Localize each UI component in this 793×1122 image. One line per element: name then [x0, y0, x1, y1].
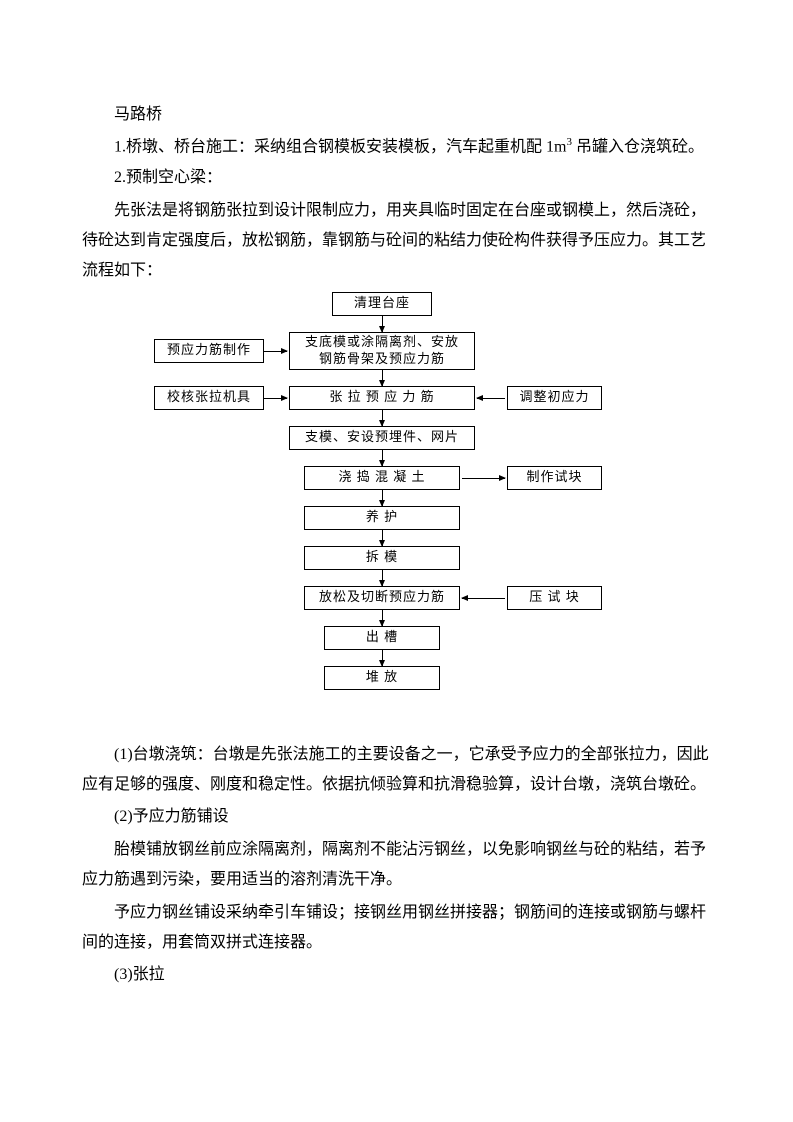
para-1-wrap: 1.桥墩、桥台施工：采纳组合钢模板安装模板，汽车起重机配 1m3 吊罐入仓浇筑砼…: [82, 132, 711, 163]
node-pour: 浇 捣 混 凝 土: [304, 466, 460, 490]
arrow-2-3: [382, 370, 383, 386]
flowchart: 清理台座 预应力筋制作 支底模或涂隔离剂、安放 钢筋骨架及预应力筋 校核张拉机具…: [82, 292, 711, 732]
para-6: 胎模铺放钢丝前应涂隔离剂，隔离剂不能沾污钢丝，以免影响钢丝与砼的粘结，若予应力筋…: [82, 835, 711, 896]
node-formwork: 支底模或涂隔离剂、安放 钢筋骨架及预应力筋: [289, 332, 475, 370]
arrow-7-8: [382, 570, 383, 586]
node-prestress-make: 预应力筋制作: [154, 339, 264, 363]
arrow-right-8: [462, 598, 505, 599]
para-1-tail: 吊罐入仓浇筑砼。: [572, 139, 704, 156]
para-2: 2.预制空心梁：: [82, 163, 711, 193]
node-stack: 堆 放: [324, 666, 440, 690]
para-8: (3)张拉: [82, 960, 711, 990]
arrow-1-2: [382, 316, 383, 332]
arrow-left-2: [264, 351, 287, 352]
para-3: 先张法是将钢筋张拉到设计限制应力，用夹具临时固定在台座或钢模上，然后浇砼，待砼达…: [82, 196, 711, 287]
arrow-right-5: [462, 478, 505, 479]
para-1: 1.桥墩、桥台施工：采纳组合钢模板安装模板，汽车起重机配 1m: [114, 139, 566, 156]
node-embed: 支模、安设预埋件、网片: [289, 426, 475, 450]
node-press-test: 压 试 块: [507, 586, 602, 610]
arrow-9-10: [382, 650, 383, 666]
arrow-left-3: [264, 398, 287, 399]
node-check-jack: 校核张拉机具: [154, 386, 264, 410]
arrow-5-6: [382, 490, 383, 506]
para-5: (2)予应力筋铺设: [82, 802, 711, 832]
para-7: 予应力钢丝铺设采纳牵引车铺设；接钢丝用钢丝拼接器；钢筋间的连接或钢筋与螺杆间的连…: [82, 898, 711, 959]
node-remove: 拆 模: [304, 546, 460, 570]
arrow-right-3: [477, 398, 505, 399]
arrow-4-5: [382, 450, 383, 466]
node-clean: 清理台座: [332, 292, 432, 316]
title-line: 马路桥: [82, 100, 711, 130]
node-test-block: 制作试块: [507, 466, 602, 490]
node-cure: 养 护: [304, 506, 460, 530]
arrow-8-9: [382, 610, 383, 626]
node-tension: 张 拉 预 应 力 筋: [289, 386, 475, 410]
arrow-6-7: [382, 530, 383, 546]
node-out: 出 槽: [324, 626, 440, 650]
arrow-3-4: [382, 410, 383, 426]
node-release: 放松及切断预应力筋: [304, 586, 460, 610]
para-4: (1)台墩浇筑：台墩是先张法施工的主要设备之一，它承受予应力的全部张拉力，因此应…: [82, 740, 711, 801]
node-adjust-stress: 调整初应力: [507, 386, 602, 410]
